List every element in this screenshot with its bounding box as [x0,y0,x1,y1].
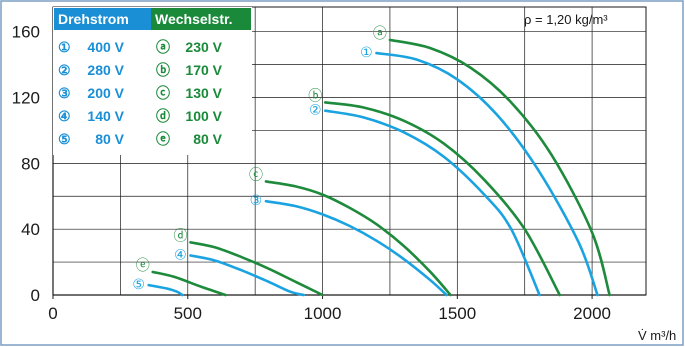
legend-rows: ① 400 V ⓐ 230 V ② 280 V ⓑ 170 V ③ 200 V ⓒ 130 V ④ 140… [58,39,223,147]
legend-header-wechselstrom-bg [151,8,251,30]
legend-wechselstrom-voltage: 100 V [185,108,222,124]
legend: Drehstrom Wechselstr. ① 400 V ⓐ 230 V ② 280 V… [53,7,252,155]
legend-wechselstrom-voltage: 170 V [185,62,222,78]
curve-marker-label: ⓐ [373,26,387,42]
curve-drehstrom [264,199,448,297]
y-tick-label: 80 [21,154,40,173]
x-tick-label: 0 [48,304,57,323]
curve-drehstrom [147,283,184,297]
legend-drehstrom-marker: ④ [58,108,71,124]
performance-curves [147,38,611,297]
legend-drehstrom-marker: ③ [58,85,71,101]
curve-marker-label: ④ [174,248,187,264]
curve-wechselstrom [388,38,611,297]
curve-marker-label: ① [360,45,373,61]
curve-wechselstrom [151,270,227,297]
y-tick-label: 160 [12,23,40,42]
curve-wechselstrom [189,241,324,297]
y-tick-label: 120 [12,89,40,108]
x-tick-label: 2000 [573,304,611,323]
curve-marker-label: ③ [250,193,263,209]
legend-wechselstrom-marker: ⓒ [156,85,170,101]
tick-labels: 0 500 1000 1500 2000 0 40 80 120 160 [12,23,611,323]
legend-drehstrom-marker: ② [58,62,71,78]
y-tick-label: 40 [21,220,40,239]
legend-header-wechselstrom: Wechselstr. [155,11,233,27]
legend-drehstrom-voltage: 280 V [87,62,124,78]
curve-drehstrom [323,109,541,297]
curve-marker-label: ⑤ [132,277,145,293]
legend-header-drehstrom-bg [54,8,151,30]
curve-marker-label: ⓔ [136,258,150,274]
legend-drehstrom-marker: ⑤ [58,131,71,147]
curve-wechselstrom [264,180,452,297]
y-tick-label: 0 [31,286,40,305]
legend-wechselstrom-voltage: 130 V [185,85,222,101]
curve-marker-label: ② [309,103,322,119]
legend-background [53,7,252,155]
legend-drehstrom-marker: ① [58,39,71,55]
legend-wechselstrom-marker: ⓑ [156,62,170,78]
legend-drehstrom-voltage: 200 V [87,85,124,101]
legend-wechselstrom-marker: ⓐ [156,39,170,55]
density-label: ρ = 1,20 kg/m³ [524,12,608,27]
legend-drehstrom-voltage: 140 V [87,108,124,124]
curve-marker-label: ⓑ [308,88,322,104]
x-tick-label: 1500 [438,304,476,323]
legend-wechselstrom-marker: ⓔ [156,131,170,147]
x-tick-label: 1000 [304,304,342,323]
curve-drehstrom [189,254,305,297]
x-axis-unit-label: V̇ m³/h [638,328,676,343]
curve-marker-label: ⓓ [173,228,187,244]
legend-drehstrom-voltage: 400 V [87,39,124,55]
legend-drehstrom-voltage: 80 V [95,131,124,147]
x-tick-label: 500 [174,304,202,323]
legend-wechselstrom-marker: ⓓ [156,108,170,124]
curve-wechselstrom [323,101,562,297]
curve-marker-label: ⓒ [249,167,263,183]
legend-header-drehstrom: Drehstrom [58,11,129,27]
curve-drehstrom [375,51,599,297]
legend-wechselstrom-voltage: 230 V [185,39,222,55]
legend-wechselstrom-voltage: 80 V [193,131,222,147]
